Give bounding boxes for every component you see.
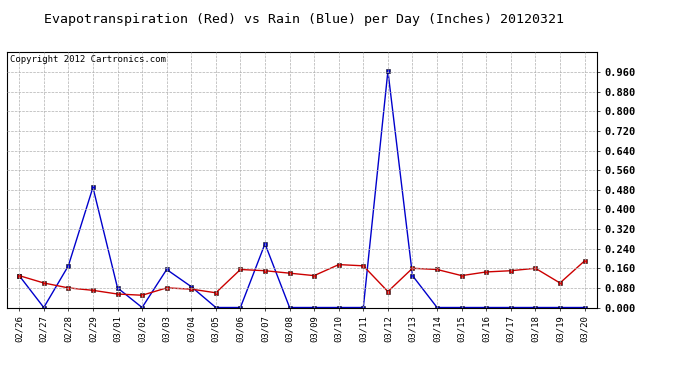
Text: Copyright 2012 Cartronics.com: Copyright 2012 Cartronics.com: [10, 55, 166, 64]
Text: Evapotranspiration (Red) vs Rain (Blue) per Day (Inches) 20120321: Evapotranspiration (Red) vs Rain (Blue) …: [43, 13, 564, 26]
